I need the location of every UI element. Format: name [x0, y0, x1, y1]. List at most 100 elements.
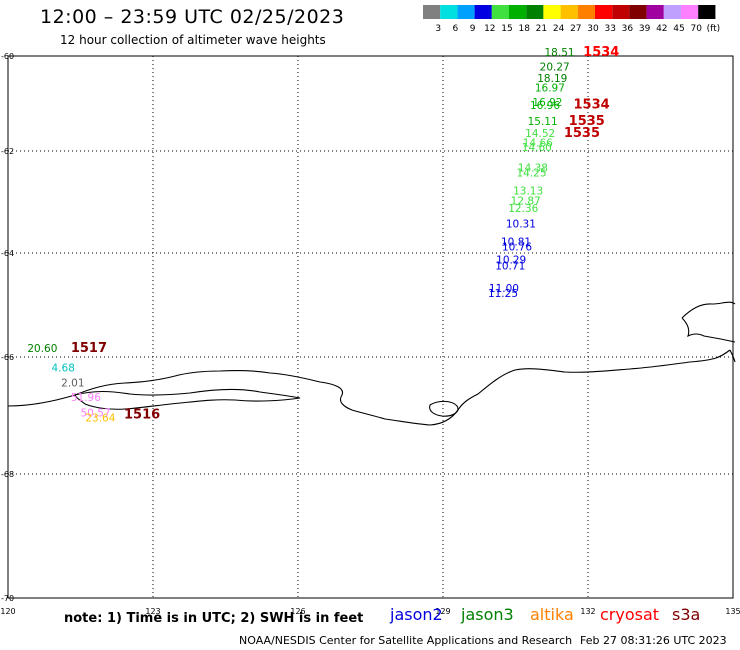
colorbar-swatch: [474, 5, 492, 19]
wave-height-label: 14.25: [516, 168, 546, 180]
wave-height-label: 51.96: [71, 392, 101, 404]
colorbar-tick-label: 39: [639, 24, 651, 34]
colorbar-swatch: [663, 5, 681, 19]
wave-height-label: 14.66: [523, 137, 553, 149]
colorbar-tick-label: 6: [453, 24, 459, 34]
pass-time-label: 1534: [574, 97, 610, 112]
colorbar-swatch: [423, 5, 441, 19]
map-title: 12:00 – 23:59 UTC 02/25/2023: [40, 6, 345, 28]
colorbar-swatch: [698, 5, 716, 19]
satellite-jason2-label: jason2: [390, 605, 443, 624]
colorbar-swatch: [577, 5, 595, 19]
colorbar-tick-label: 21: [536, 24, 547, 34]
wave-height-label: 10.81: [501, 236, 531, 248]
wave-height-label: 18.51: [545, 47, 575, 59]
colorbar-tick-label: 42: [656, 24, 667, 34]
wave-height-label: 15.11: [528, 116, 558, 128]
wave-height-label: 2.01: [61, 377, 84, 389]
pass-time-label: 1535: [569, 114, 605, 129]
footer-note: note: 1) Time is in UTC; 2) SWH is in fe…: [64, 611, 364, 626]
pass-time-label: 1517: [71, 341, 107, 356]
pass-time-label: 1535: [564, 126, 600, 141]
colorbar-swatch: [560, 5, 578, 19]
colorbar-swatch: [612, 5, 630, 19]
satellite-altika-label: altika: [530, 605, 574, 624]
bay-indent-path: [74, 388, 301, 410]
generated-timestamp: Feb 27 08:31:26 UTC 2023: [580, 634, 727, 647]
latitude-label: -68: [1, 470, 14, 479]
wave-height-label: 14.52: [525, 128, 555, 140]
longitude-label: 123: [145, 607, 160, 616]
colorbar-tick-label: 15: [501, 24, 512, 34]
wave-height-label: 20.27: [540, 61, 570, 73]
wave-height-label: 16.92: [532, 97, 562, 109]
colorbar-tick-label: 30: [587, 24, 599, 34]
colorbar-swatch: [457, 5, 475, 19]
satellite-cryosat-label: cryosat: [600, 605, 660, 624]
credit-line: NOAA/NESDIS Center for Satellite Applica…: [239, 634, 573, 647]
wave-height-label: 50.57: [81, 408, 111, 420]
wave-height-label: 10.71: [495, 261, 525, 273]
colorbar-swatch: [491, 5, 509, 19]
colorbar-unit-label: (ft): [707, 24, 721, 34]
shelf-lobe-path: [429, 400, 459, 417]
wave-height-label: 4.68: [52, 363, 75, 375]
wave-height-label: 23.64: [85, 412, 115, 424]
antarctic-coastline: [7, 301, 736, 426]
wave-height-label: 11.00: [489, 283, 519, 295]
latitude-label: -62: [1, 147, 14, 156]
wave-height-label: 14.60: [522, 142, 552, 154]
colorbar-swatch: [543, 5, 561, 19]
colorbar-swatch: [595, 5, 613, 19]
longitude-label: 135: [725, 607, 740, 616]
colorbar-swatch: [440, 5, 458, 19]
latitude-label: -64: [1, 249, 14, 258]
axis-labels: -60 -62 -64 -66 -68 -70 120 123 126 129 132 135: [0, 52, 740, 616]
wave-height-label: 10.29: [496, 254, 526, 266]
colorbar-swatch: [646, 5, 664, 19]
wave-height-label: 12.36: [508, 203, 538, 215]
colorbar-tick-label: 45: [673, 24, 684, 34]
wave-height-label: 12.87: [511, 196, 541, 208]
wave-height-label: 16.97: [535, 83, 565, 95]
latitude-label: -60: [1, 52, 14, 61]
longitude-label: 132: [580, 607, 595, 616]
lat-lon-grid: [7, 55, 734, 599]
colorbar-tick-label: 24: [553, 24, 565, 34]
east-coast-path: [681, 301, 736, 363]
wave-height-label: 16.96: [530, 100, 560, 112]
map-frame: [7, 55, 734, 599]
pass-time-label: 1534: [583, 45, 619, 60]
satellite-s3a-label: s3a: [672, 605, 701, 624]
pass-time-label: 1516: [124, 407, 160, 422]
colorbar-tick-label: 12: [484, 24, 495, 34]
wave-height-label: 10.76: [502, 241, 532, 253]
longitude-label: 129: [435, 607, 450, 616]
color-scale-legend: 3 6 9 12 15 18 21 24 27 30 33 36 39 42 45 70 (ft): [423, 5, 720, 34]
map-subtitle: 12 hour collection of altimeter wave hei…: [60, 33, 326, 47]
colorbar-tick-label: 27: [570, 24, 581, 34]
colorbar-tick-label: 33: [604, 24, 615, 34]
wave-height-label: 10.31: [506, 219, 536, 231]
wave-height-label: 11.25: [488, 288, 518, 300]
latitude-label: -70: [1, 594, 14, 603]
satellite-jason3-label: jason3: [461, 605, 514, 624]
colorbar-swatch: [681, 5, 699, 19]
longitude-label: 120: [0, 607, 15, 616]
colorbar-swatch: [629, 5, 647, 19]
wave-height-label: 20.60: [27, 343, 57, 355]
coastline-path: [7, 349, 731, 426]
wave-height-label: 18.19: [537, 73, 567, 85]
colorbar-tick-label: 70: [690, 24, 702, 34]
colorbar-swatch: [509, 5, 527, 19]
colorbar-swatch: [526, 5, 544, 19]
colorbar-tick-label: 9: [470, 24, 476, 34]
colorbar-tick-label: 36: [622, 24, 634, 34]
wave-height-label: 13.13: [513, 185, 543, 197]
colorbar-tick-label: 3: [435, 24, 441, 34]
latitude-label: -66: [1, 353, 14, 362]
longitude-label: 126: [290, 607, 305, 616]
wave-height-label: 14.38: [518, 162, 548, 174]
